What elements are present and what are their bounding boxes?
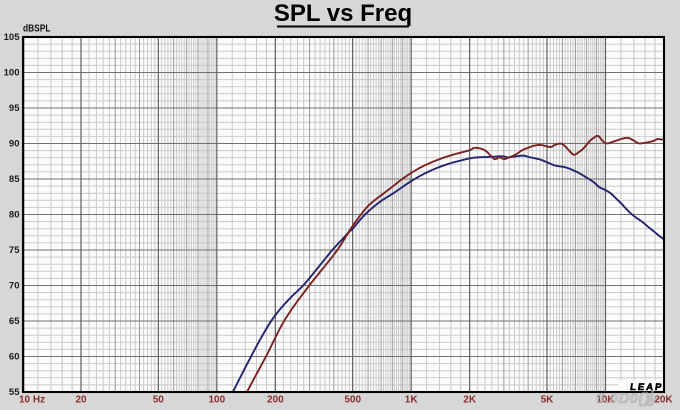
svg-text:100: 100 — [208, 395, 225, 406]
svg-text:10 Hz: 10 Hz — [19, 395, 45, 406]
svg-text:90: 90 — [9, 139, 20, 150]
svg-text:100: 100 — [4, 68, 20, 79]
svg-text:105: 105 — [4, 32, 21, 43]
svg-text:85: 85 — [9, 174, 20, 185]
svg-text:2K: 2K — [463, 395, 477, 406]
svg-text:/: / — [646, 388, 655, 410]
svg-text:80: 80 — [9, 210, 20, 221]
svg-text:75: 75 — [9, 245, 20, 256]
svg-text:55: 55 — [9, 387, 20, 398]
svg-text:20K: 20K — [654, 395, 673, 406]
svg-text:5K: 5K — [541, 395, 555, 406]
svg-text:60: 60 — [9, 352, 20, 363]
svg-text:20: 20 — [75, 395, 87, 406]
svg-text:50: 50 — [153, 395, 165, 406]
svg-text:70: 70 — [9, 281, 20, 292]
svg-text:6.0D0()y: 6.0D0()y — [596, 390, 659, 407]
svg-text:65: 65 — [9, 316, 20, 327]
svg-text:SPL vs Freq: SPL vs Freq — [274, 0, 412, 27]
svg-text:200: 200 — [267, 395, 284, 406]
svg-text:1K: 1K — [405, 395, 419, 406]
svg-text:dBSPL: dBSPL — [23, 24, 51, 35]
svg-text:10K: 10K — [596, 395, 615, 406]
svg-text:LEAP: LEAP — [629, 382, 664, 393]
svg-text:95: 95 — [9, 103, 20, 114]
svg-text:500: 500 — [344, 395, 361, 406]
